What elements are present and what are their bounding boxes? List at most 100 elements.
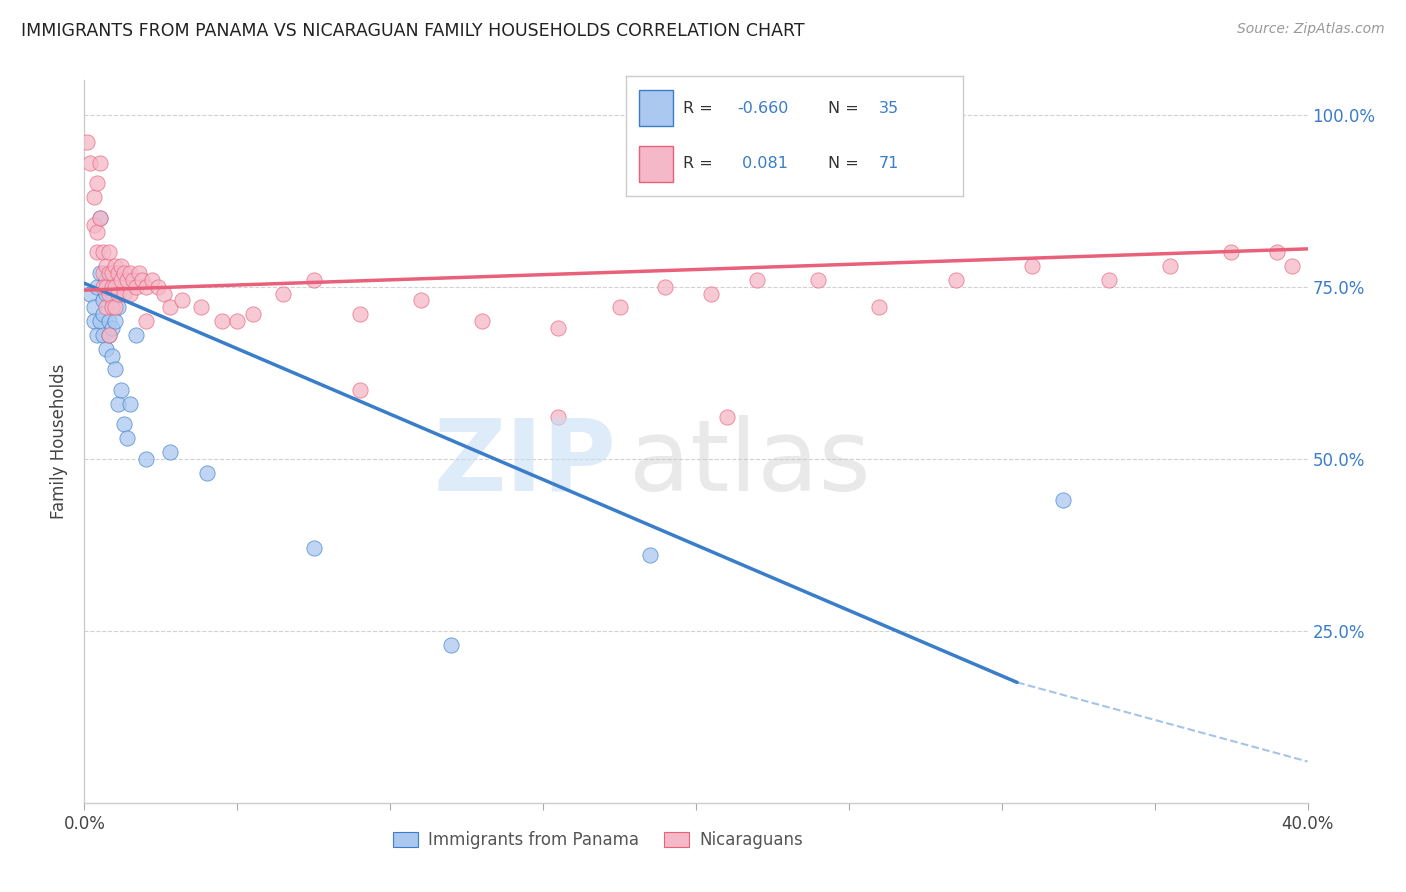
Point bbox=[86, 327, 108, 342]
Point bbox=[89, 266, 111, 280]
Point bbox=[716, 410, 738, 425]
Point bbox=[112, 417, 135, 432]
Point bbox=[97, 327, 120, 342]
Point bbox=[89, 211, 111, 225]
Point bbox=[91, 293, 114, 308]
Point bbox=[128, 266, 150, 280]
Point bbox=[1052, 493, 1074, 508]
Text: 71: 71 bbox=[879, 156, 898, 171]
Point bbox=[76, 135, 98, 149]
Text: 35: 35 bbox=[879, 101, 898, 116]
Point bbox=[97, 327, 120, 342]
Legend: Immigrants from Panama, Nicaraguans: Immigrants from Panama, Nicaraguans bbox=[387, 824, 810, 856]
Point bbox=[115, 431, 138, 445]
Point bbox=[101, 266, 124, 280]
Point bbox=[115, 273, 138, 287]
Text: -0.660: -0.660 bbox=[737, 101, 789, 116]
Point bbox=[807, 273, 830, 287]
Point bbox=[1220, 245, 1243, 260]
Point bbox=[89, 211, 111, 225]
Point bbox=[700, 286, 723, 301]
Point bbox=[94, 342, 117, 356]
Point bbox=[1098, 273, 1121, 287]
Point bbox=[104, 362, 127, 376]
Point bbox=[110, 383, 132, 397]
Point bbox=[195, 466, 218, 480]
Point bbox=[89, 314, 111, 328]
Point bbox=[83, 218, 105, 232]
Bar bbox=[640, 145, 673, 182]
Point bbox=[97, 286, 120, 301]
Point bbox=[112, 266, 135, 280]
Point bbox=[83, 190, 105, 204]
Point bbox=[349, 307, 371, 321]
Point bbox=[91, 307, 114, 321]
Point bbox=[1159, 259, 1181, 273]
Point bbox=[101, 349, 124, 363]
Point bbox=[91, 327, 114, 342]
Point bbox=[104, 259, 127, 273]
Point bbox=[242, 307, 264, 321]
Y-axis label: Family Households: Family Households bbox=[51, 364, 69, 519]
Point bbox=[120, 286, 142, 301]
Point bbox=[104, 279, 127, 293]
Point bbox=[1281, 259, 1303, 273]
Point bbox=[190, 301, 212, 315]
Point bbox=[112, 286, 135, 301]
Point bbox=[83, 301, 105, 315]
Point bbox=[110, 273, 132, 287]
Point bbox=[271, 286, 294, 301]
Text: ZIP: ZIP bbox=[433, 415, 616, 512]
Point bbox=[107, 266, 129, 280]
Point bbox=[110, 259, 132, 273]
Point bbox=[104, 314, 127, 328]
Point bbox=[654, 279, 676, 293]
Point bbox=[101, 321, 124, 335]
Point bbox=[94, 301, 117, 315]
Point bbox=[349, 383, 371, 397]
Point bbox=[104, 301, 127, 315]
Text: IMMIGRANTS FROM PANAMA VS NICARAGUAN FAMILY HOUSEHOLDS CORRELATION CHART: IMMIGRANTS FROM PANAMA VS NICARAGUAN FAM… bbox=[21, 22, 804, 40]
Point bbox=[86, 225, 108, 239]
Point bbox=[101, 301, 124, 315]
Point bbox=[97, 266, 120, 280]
Point bbox=[135, 314, 157, 328]
Text: Source: ZipAtlas.com: Source: ZipAtlas.com bbox=[1237, 22, 1385, 37]
Point bbox=[101, 279, 124, 293]
Text: atlas: atlas bbox=[628, 415, 870, 512]
Point bbox=[97, 314, 120, 328]
Point bbox=[86, 279, 108, 293]
Point bbox=[91, 279, 114, 293]
Point bbox=[91, 245, 114, 260]
Point bbox=[91, 266, 114, 280]
Point bbox=[79, 156, 101, 170]
Point bbox=[135, 451, 157, 466]
Point bbox=[547, 410, 569, 425]
Point bbox=[159, 301, 181, 315]
Point bbox=[120, 266, 142, 280]
Point bbox=[135, 279, 157, 293]
Point bbox=[125, 327, 148, 342]
Point bbox=[409, 293, 432, 308]
Point bbox=[97, 245, 120, 260]
Text: N =: N = bbox=[828, 156, 865, 171]
Point bbox=[107, 286, 129, 301]
Point bbox=[101, 293, 124, 308]
Text: N =: N = bbox=[828, 101, 865, 116]
Text: R =: R = bbox=[683, 156, 718, 171]
Point bbox=[89, 156, 111, 170]
Point bbox=[747, 273, 769, 287]
Point bbox=[211, 314, 233, 328]
Point bbox=[1021, 259, 1043, 273]
Point bbox=[471, 314, 494, 328]
Point bbox=[945, 273, 967, 287]
Point bbox=[131, 273, 153, 287]
Point bbox=[1265, 245, 1288, 260]
Point bbox=[869, 301, 891, 315]
Point bbox=[94, 286, 117, 301]
Point bbox=[141, 273, 163, 287]
Point bbox=[302, 273, 325, 287]
Point bbox=[122, 273, 145, 287]
Point bbox=[547, 321, 569, 335]
Bar bbox=[640, 90, 673, 127]
